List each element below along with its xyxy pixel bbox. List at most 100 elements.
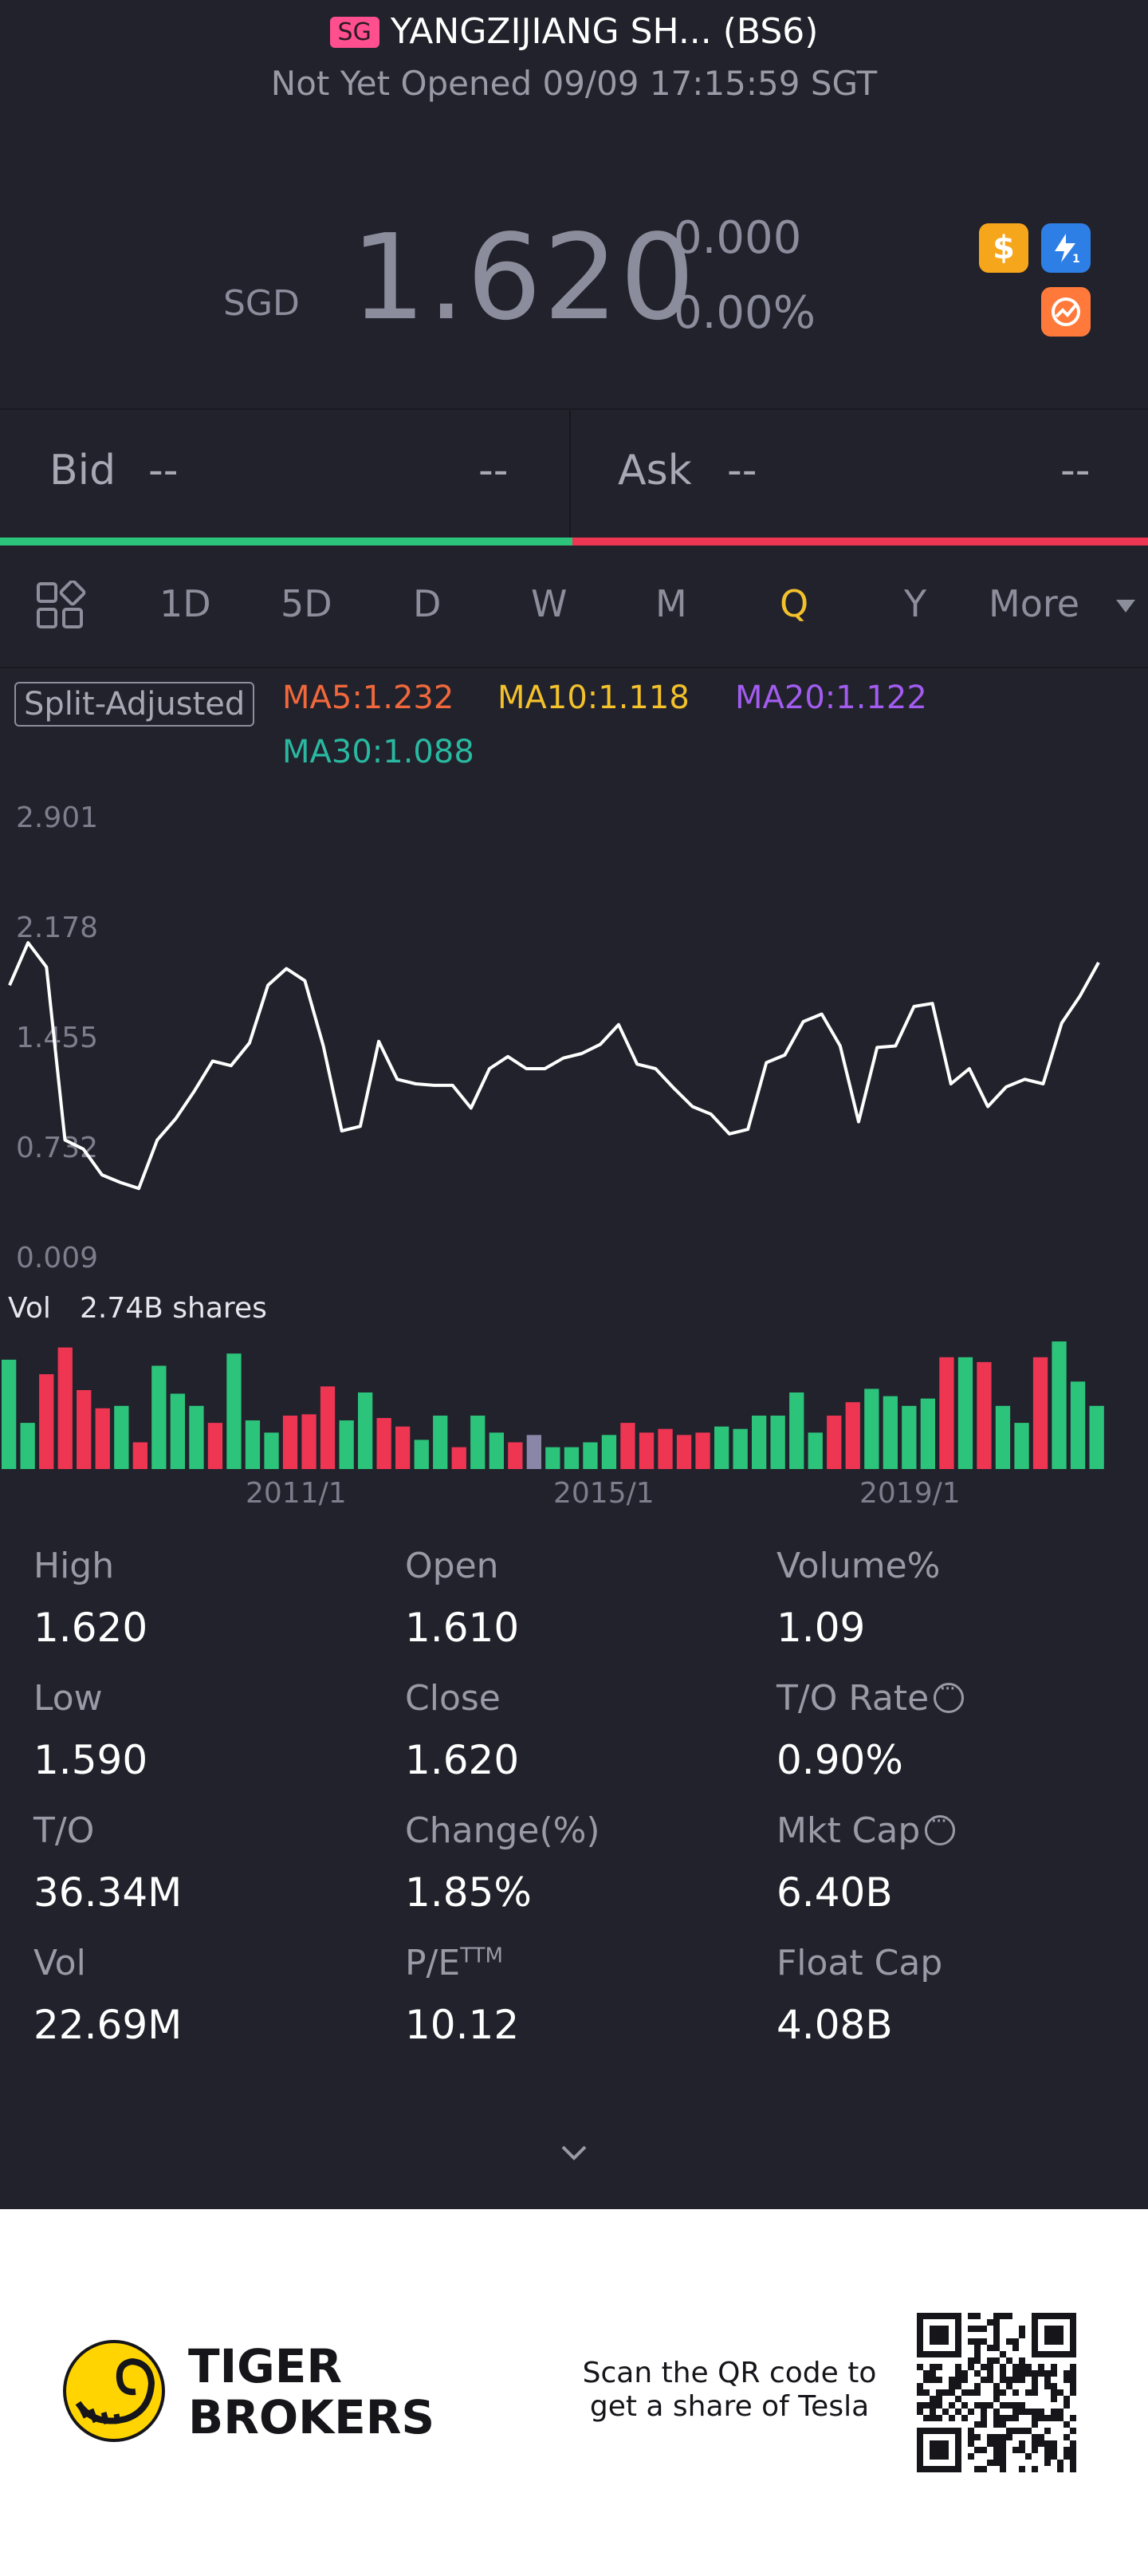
qr-module (917, 2313, 923, 2319)
chevron-down-icon[interactable] (558, 2137, 590, 2169)
price-line (8, 941, 1100, 1191)
qr-module (936, 2332, 942, 2338)
volume-bar (1032, 1357, 1048, 1469)
qr-module (1070, 2389, 1076, 2396)
volume-bar (545, 1447, 560, 1469)
split-adjusted-button[interactable]: Split-Adjusted (14, 682, 255, 727)
volume-chart[interactable] (0, 1324, 1148, 1475)
more-info-icon[interactable] (934, 1677, 965, 1713)
qr-module (1063, 2453, 1070, 2460)
chart-layout-icon[interactable] (35, 581, 86, 632)
qr-module (1070, 2319, 1076, 2326)
volume-bar (433, 1416, 448, 1469)
qr-module (1006, 2313, 1012, 2319)
qr-module (955, 2428, 961, 2434)
tab-m[interactable]: M (655, 582, 687, 625)
tab-y[interactable]: Y (904, 582, 927, 625)
qr-module (942, 2453, 949, 2460)
qr-module (930, 2377, 936, 2383)
promo-text: Scan the QR code to get a share of Tesla (574, 2357, 885, 2424)
x-tick-label: 2019/1 (859, 1477, 961, 1510)
qr-module (923, 2466, 930, 2472)
qr-module (1063, 2402, 1070, 2409)
volume-bar (207, 1423, 223, 1469)
qr-module (993, 2421, 1000, 2428)
stat-label-float-cap: Float Cap (776, 1943, 943, 1983)
qr-module (1057, 2460, 1063, 2466)
volume-bar (883, 1396, 898, 1469)
volume-bar (170, 1393, 185, 1469)
qr-module (936, 2453, 942, 2460)
more-info-icon[interactable] (925, 1810, 956, 1845)
dollar-badge-icon[interactable]: $ (979, 223, 1028, 273)
qr-module (1070, 2377, 1076, 2383)
flash-1-badge-icon[interactable]: 1 (1041, 223, 1091, 273)
tab-5d[interactable]: 5D (281, 582, 332, 625)
volume-bar (827, 1416, 842, 1469)
tab-d[interactable]: D (413, 582, 442, 625)
volume-bar (1089, 1405, 1104, 1469)
qr-module (974, 2447, 981, 2453)
qr-module (993, 2409, 1000, 2415)
stat-value-close: 1.620 (405, 1737, 520, 1783)
bid-ask-divider (569, 411, 571, 538)
qr-module (1000, 2415, 1006, 2421)
qr-module (1032, 2332, 1038, 2338)
qr-module (1025, 2364, 1032, 2370)
qr-module (993, 2319, 1000, 2326)
volume-bar (282, 1416, 298, 1469)
qr-module (1006, 2428, 1012, 2434)
qr-module (942, 2332, 949, 2338)
chart-badge-icon[interactable] (1041, 287, 1091, 337)
price-chart[interactable] (0, 798, 1148, 1276)
qr-module (981, 2409, 987, 2415)
qr-module (987, 2460, 993, 2466)
qr-module (968, 2428, 974, 2434)
qr-module (1012, 2389, 1019, 2396)
qr-module (968, 2364, 974, 2370)
qr-module (923, 2377, 930, 2383)
qr-module (917, 2319, 923, 2326)
qr-code[interactable] (917, 2313, 1076, 2472)
stat-label-high: High (33, 1546, 115, 1586)
stat-label-change: Change(%) (405, 1810, 600, 1851)
bid-ratio-bar (0, 538, 572, 546)
bid-label: Bid (49, 447, 116, 494)
qr-module (917, 2466, 923, 2472)
ask-price: -- (727, 447, 757, 494)
tab-q[interactable]: Q (780, 582, 809, 625)
volume-bar (676, 1435, 692, 1469)
qr-module (1032, 2319, 1038, 2326)
volume-bar (601, 1435, 617, 1469)
ask-label: Ask (618, 447, 692, 494)
stat-label-mkt-cap: Mkt Cap (776, 1810, 956, 1851)
bid-size: -- (478, 447, 509, 494)
qr-module (936, 2338, 942, 2345)
qr-module (1000, 2421, 1006, 2428)
x-tick-label: 2011/1 (246, 1477, 347, 1510)
tab-more[interactable]: More (989, 582, 1080, 625)
volume-bar (995, 1405, 1011, 1469)
ma10-label: MA10:1.118 (497, 679, 690, 716)
stat-value-low: 1.590 (33, 1737, 148, 1783)
qr-module (1051, 2440, 1057, 2447)
qr-module (1025, 2453, 1032, 2460)
market-badge: SG (329, 17, 379, 48)
qr-module (942, 2440, 949, 2447)
qr-module (974, 2389, 981, 2396)
qr-module (1070, 2453, 1076, 2460)
qr-module (1019, 2357, 1025, 2364)
tab-w[interactable]: W (531, 582, 568, 625)
tab-1d[interactable]: 1D (159, 582, 211, 625)
market-status: Not Yet Opened 09/09 17:15:59 SGT (270, 64, 878, 103)
volume-bar (114, 1405, 129, 1469)
qr-module (1057, 2332, 1063, 2338)
more-dropdown-icon[interactable] (1116, 600, 1135, 612)
qr-module (949, 2402, 955, 2409)
qr-module (955, 2364, 961, 2370)
volume-bar (20, 1423, 35, 1469)
promo-line-2: get a share of Tesla (589, 2390, 870, 2423)
qr-module (1038, 2313, 1044, 2319)
y-tick-label: 2.901 (16, 802, 99, 834)
volume-total: 2.74B shares (80, 1292, 267, 1325)
